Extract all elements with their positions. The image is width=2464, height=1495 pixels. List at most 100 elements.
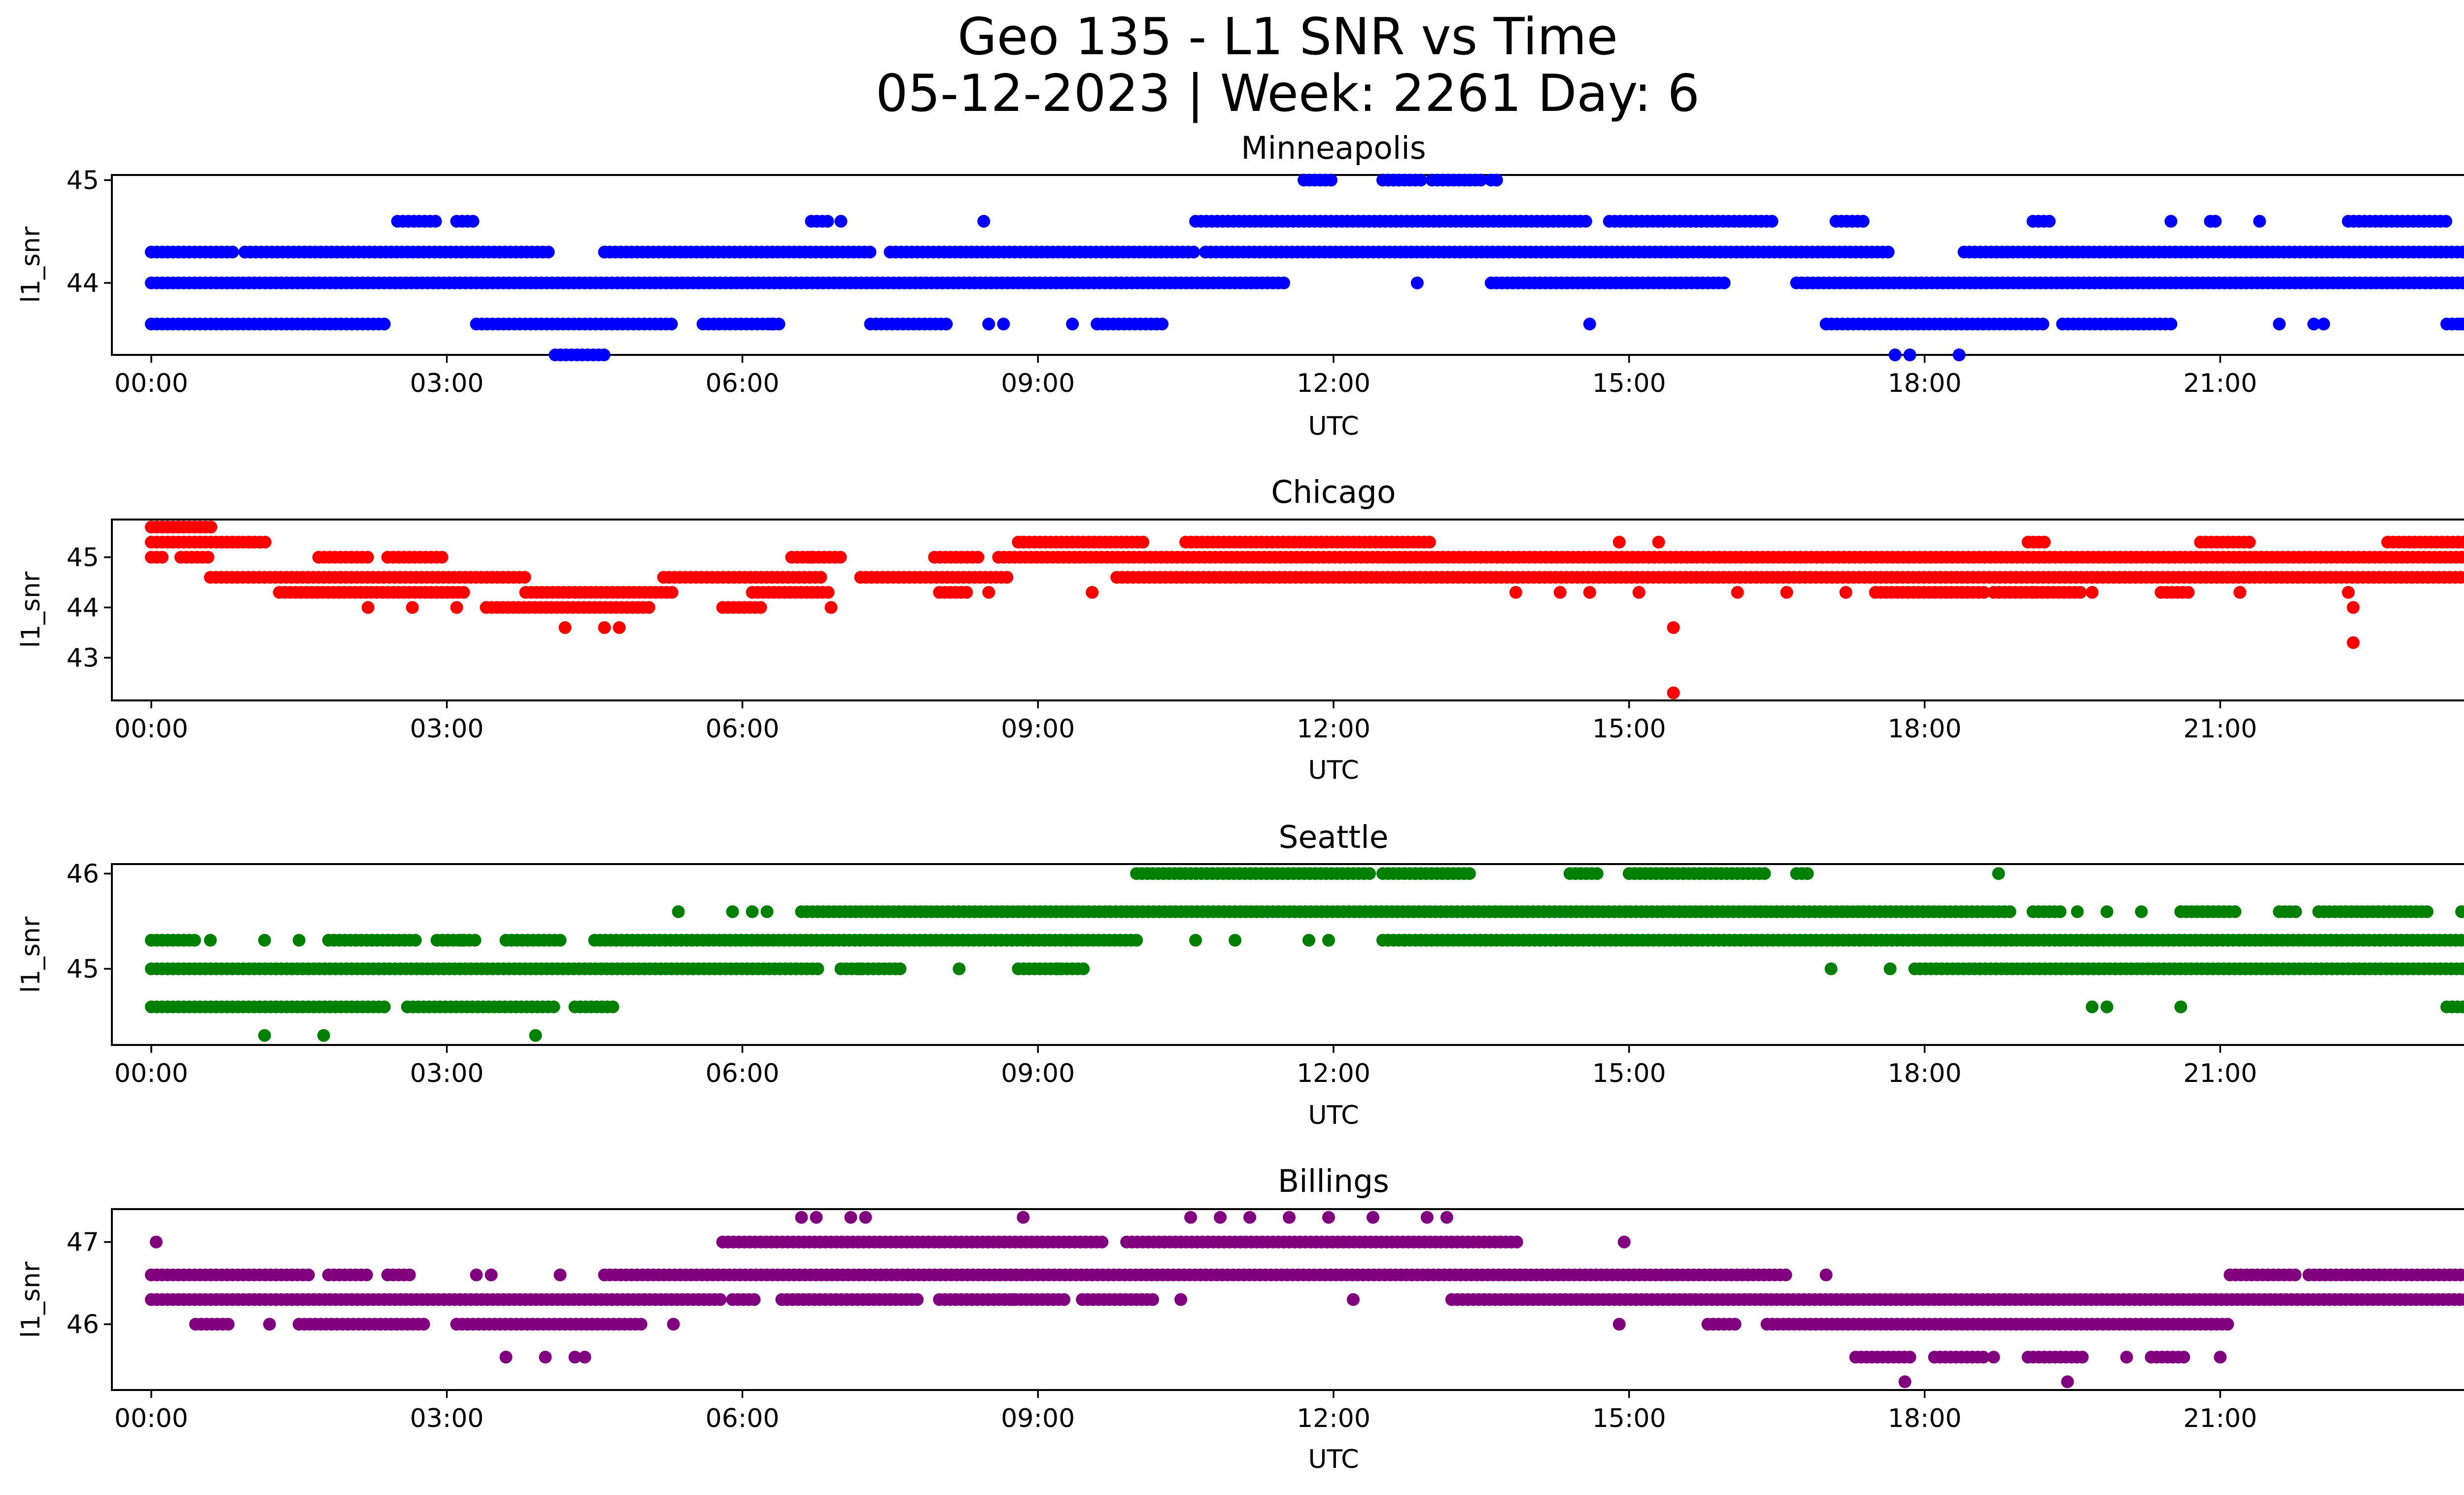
scatter-point — [1066, 317, 1079, 331]
scatter-point — [2233, 586, 2247, 599]
scatter-point — [977, 214, 991, 228]
scatter-point — [1612, 1318, 1626, 1331]
scatter-point — [2243, 535, 2256, 549]
x-tick-label: 18:00 — [1888, 714, 1962, 744]
scatter-point — [2289, 1268, 2302, 1282]
scatter-point — [2273, 317, 2286, 331]
x-tick-label: 09:00 — [1001, 1059, 1075, 1088]
scatter-point — [859, 1211, 872, 1224]
scatter-point — [1977, 586, 1990, 599]
scatter-point — [2439, 214, 2453, 228]
y-tick-label: 46 — [67, 859, 99, 889]
scatter-point — [1174, 1293, 1188, 1306]
x-axis-label: UTC — [1308, 1445, 1359, 1474]
y-axis-label: l1_snr — [16, 916, 46, 993]
x-tick-label: 21:00 — [2183, 1404, 2257, 1433]
subplot-chicago: Chicago 00:00 03:00 06:00 09:00 12:00 15:00 18… — [16, 474, 2464, 785]
scatter-point — [811, 962, 824, 975]
scatter-point — [258, 535, 272, 549]
scatter-markers — [145, 1211, 2464, 1389]
scatter-point — [188, 934, 201, 947]
x-tick-label: 00:00 — [114, 369, 188, 398]
scatter-point — [613, 621, 626, 634]
scatter-point — [1510, 1235, 1523, 1249]
scatter-point — [2455, 905, 2464, 918]
x-tick-label: 12:00 — [1297, 714, 1370, 744]
scatter-point — [2221, 1318, 2234, 1331]
scatter-point — [2347, 601, 2360, 614]
scatter-point — [844, 1211, 857, 1224]
scatter-point — [201, 551, 214, 564]
scatter-point — [1819, 1268, 1833, 1282]
subplot-title: Chicago — [1271, 474, 1396, 510]
scatter-point — [1322, 1211, 1335, 1224]
scatter-point — [665, 317, 678, 331]
scatter-point — [1780, 586, 1793, 599]
scatter-point — [2456, 245, 2464, 259]
scatter-point — [2457, 277, 2464, 289]
scatter-point — [1728, 1318, 1742, 1331]
scatter-point — [714, 1293, 727, 1306]
scatter-point — [2342, 586, 2355, 599]
plot-area-frame — [111, 863, 2464, 1046]
scatter-point — [1077, 962, 1090, 975]
scatter-point — [450, 601, 463, 614]
scatter-point — [2214, 1351, 2227, 1364]
scatter-point — [2100, 905, 2114, 918]
scatter-markers — [145, 521, 2464, 699]
scatter-point — [377, 317, 391, 331]
scatter-point — [940, 317, 953, 331]
scatter-point — [1017, 535, 1030, 549]
scatter-point — [1579, 214, 1592, 228]
scatter-point — [1952, 348, 1966, 361]
scatter-point — [2307, 317, 2321, 331]
scatter-point — [1474, 174, 1487, 187]
scatter-point — [2071, 905, 2084, 918]
scatter-point — [529, 1029, 542, 1042]
scatter-point — [2182, 586, 2195, 599]
scatter-point — [1801, 867, 1814, 880]
x-tick-label: 03:00 — [410, 1059, 484, 1088]
scatter-point — [518, 571, 531, 584]
x-tick-label: 21:00 — [2183, 1059, 2257, 1088]
scatter-point — [1667, 686, 1680, 699]
figure-title-line1: Geo 135 - L1 SNR vs Time — [958, 7, 1618, 67]
scatter-point — [2462, 278, 2464, 288]
scatter-point — [156, 551, 169, 564]
scatter-point — [2174, 905, 2188, 918]
scatter-point — [1440, 1211, 1453, 1224]
axes-ticks: 00:00 03:00 06:00 09:00 12:00 15:00 18:00 21:00… — [67, 1228, 2257, 1433]
scatter-point — [911, 1293, 924, 1306]
scatter-point — [2421, 905, 2434, 918]
scatter-point — [263, 1318, 276, 1331]
x-tick-label: 15:00 — [1592, 714, 1666, 744]
scatter-point — [468, 934, 481, 947]
scatter-point — [1583, 317, 1596, 331]
scatter-point — [204, 521, 217, 534]
x-tick-label: 21:00 — [2183, 369, 2257, 398]
x-tick-label: 09:00 — [1001, 714, 1075, 744]
scatter-point — [2174, 1000, 2188, 1013]
subplot-minneapolis: Minneapolis 00:00 03:00 06:00 09:00 12:00 15:… — [16, 130, 2464, 441]
scatter-point — [435, 551, 448, 564]
x-tick-label: 15:00 — [1592, 1404, 1666, 1433]
scatter-point — [667, 1318, 680, 1331]
y-tick-label: 45 — [67, 543, 99, 572]
scatter-point — [377, 1000, 391, 1013]
scatter-point — [1363, 867, 1376, 880]
y-tick-label: 43 — [67, 643, 99, 673]
scatter-point — [1717, 277, 1731, 289]
scatter-point — [1367, 1211, 1379, 1224]
scatter-point — [558, 621, 572, 634]
scatter-point — [834, 214, 848, 228]
x-tick-label: 03:00 — [410, 369, 484, 398]
scatter-point — [470, 1268, 483, 1282]
scatter-point — [1898, 1375, 1912, 1389]
scatter-point — [726, 905, 739, 918]
scatter-point — [1882, 245, 1895, 259]
scatter-point — [760, 905, 774, 918]
x-tick-label: 00:00 — [114, 1404, 188, 1433]
scatter-point — [1590, 867, 1604, 880]
scatter-point — [2100, 1000, 2114, 1013]
scatter-point — [1824, 962, 1838, 975]
